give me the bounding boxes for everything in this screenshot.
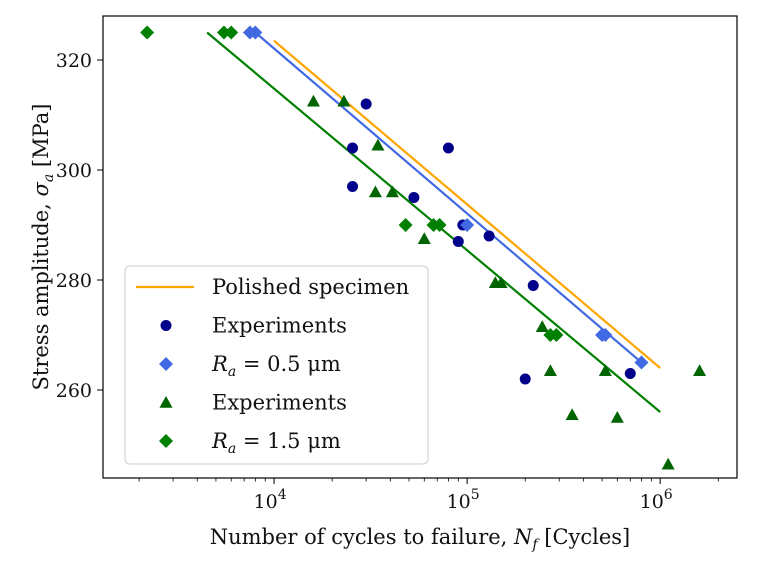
legend-marker-diamond: [159, 434, 173, 448]
plot-area-frame: [102, 15, 738, 479]
legend-label-sub: a: [228, 441, 236, 457]
x-tick-label: 105: [447, 487, 480, 513]
x-tick-label: 104: [254, 487, 287, 513]
data-point-triangle: [598, 364, 612, 376]
data-point-triangle: [693, 364, 707, 376]
legend-label-sub: a: [228, 364, 236, 380]
legend: Polished specimen Experiments Ra = 0.5 μm E…: [124, 265, 429, 465]
legend-label: Experiments: [212, 314, 347, 338]
y-axis-label: Stress amplitude, σa [MPa]: [29, 104, 57, 391]
data-point-diamond: [460, 218, 475, 232]
y-axis-label-sym: σ: [29, 181, 53, 196]
legend-marker-triangle: [159, 396, 173, 408]
data-point-triangle: [385, 185, 399, 198]
y-tick-label: 280: [56, 270, 92, 292]
data-point-diamond: [248, 25, 263, 40]
x-tick-label: 106: [640, 487, 673, 513]
x-axis-label-main: Number of cycles to failure,: [210, 525, 514, 549]
x-axis-label-sub: f: [531, 537, 540, 553]
data-point-circle: [442, 142, 454, 154]
data-point-diamond: [224, 25, 239, 40]
data-point-diamond: [549, 328, 564, 342]
x-axis-label: Number of cycles to failure, Nf [Cycles]: [210, 525, 631, 553]
series-line-polished-specimen: [273, 39, 661, 369]
y-tick-label: 300: [56, 160, 92, 182]
data-point-triangle: [368, 185, 382, 198]
data-point-triangle: [661, 457, 675, 470]
data-point-triangle: [371, 138, 385, 151]
data-point-triangle: [543, 364, 557, 376]
data-point-triangle: [565, 408, 579, 420]
x-tick-exponent: 6: [664, 487, 673, 503]
x-tick-base: 10: [254, 491, 278, 513]
x-tick-exponent: 4: [278, 487, 287, 503]
data-point-diamond: [140, 25, 155, 40]
data-point-diamond: [398, 218, 413, 232]
data-point-triangle: [535, 320, 549, 332]
x-axis-label-sym: N: [513, 525, 533, 549]
x-tick-base: 10: [640, 491, 664, 513]
data-point-triangle: [306, 94, 320, 107]
data-point-diamond: [634, 355, 649, 370]
data-point-triangle: [417, 232, 431, 244]
legend-label: Ra = 0.5 μm: [211, 352, 341, 380]
legend-label: Ra = 1.5 μm: [211, 429, 341, 457]
data-point-circle: [483, 230, 495, 242]
legend-box: [124, 265, 429, 465]
y-axis-label-sub: a: [41, 174, 57, 182]
data-point-triangle: [337, 94, 351, 107]
series-line-r-a-0-5-m: [254, 31, 643, 364]
data-point-circle: [347, 181, 359, 192]
data-point-circle: [519, 373, 531, 385]
y-axis-label-unit: [MPa]: [29, 104, 53, 174]
y-axis-label-main: Stress amplitude,: [29, 196, 53, 390]
data-point-circle: [360, 98, 372, 110]
data-point-circle: [624, 368, 636, 379]
data-point-diamond: [432, 218, 447, 232]
data-point-circle: [527, 280, 539, 291]
data-point-triangle: [610, 411, 624, 423]
legend-label-rest: = 1.5 μm: [236, 429, 341, 453]
data-point-diamond: [216, 25, 231, 40]
legend-label-sym: R: [211, 352, 228, 376]
y-tick-label: 260: [56, 380, 92, 402]
legend-label-sym: R: [211, 429, 228, 453]
data-point-circle: [452, 236, 464, 247]
legend-marker-circle: [160, 320, 172, 331]
data-point-diamond: [598, 328, 613, 342]
x-tick-base: 10: [447, 491, 471, 513]
legend-label: Experiments: [212, 391, 347, 415]
legend-label-rest: = 0.5 μm: [236, 352, 341, 376]
data-point-triangle: [494, 276, 508, 288]
data-point-circle: [408, 192, 420, 203]
x-tick-exponent: 5: [471, 487, 480, 503]
data-point-circle: [347, 142, 359, 154]
y-tick-label: 320: [56, 50, 92, 72]
legend-marker-diamond: [159, 357, 173, 371]
legend-label: Polished specimen: [212, 275, 409, 299]
x-axis-label-unit: [Cycles]: [538, 525, 631, 549]
